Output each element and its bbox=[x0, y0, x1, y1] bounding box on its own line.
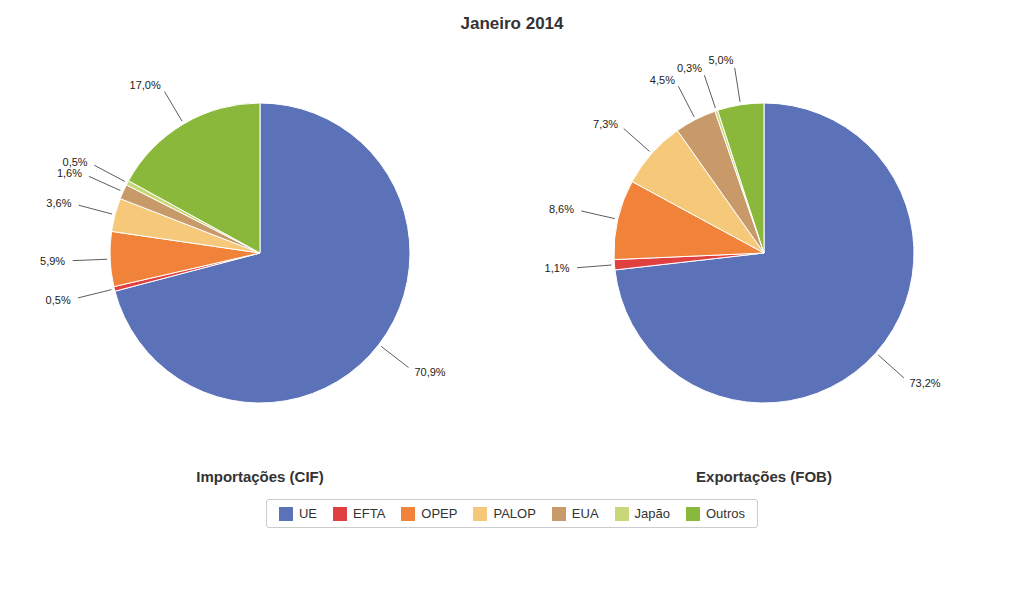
html-text:UE: UE bbox=[299, 506, 317, 521]
html-text:PALOP: PALOP bbox=[493, 506, 536, 521]
svg-text:5,0%: 5,0% bbox=[708, 54, 733, 66]
html-text:Importações (CIF): Importações (CIF) bbox=[196, 468, 324, 485]
svg-text:0,5%: 0,5% bbox=[46, 294, 71, 306]
svg-text:17,0%: 17,0% bbox=[130, 79, 161, 91]
html-text:EFTA: EFTA bbox=[353, 506, 386, 521]
svg-text:5,9%: 5,9% bbox=[40, 255, 65, 267]
html-text:Outros: Outros bbox=[706, 506, 745, 521]
svg-text:1,1%: 1,1% bbox=[545, 262, 570, 274]
svg-text:1,6%: 1,6% bbox=[57, 167, 82, 179]
svg-text:8,6%: 8,6% bbox=[549, 203, 574, 215]
html-text:Exportações (FOB): Exportações (FOB) bbox=[696, 468, 832, 485]
svg-text:73,2%: 73,2% bbox=[909, 377, 940, 389]
svg-text:0,3%: 0,3% bbox=[677, 62, 702, 74]
html-text:Japão: Japão bbox=[634, 506, 670, 521]
svg-text:70,9%: 70,9% bbox=[414, 366, 445, 378]
svg-text:3,6%: 3,6% bbox=[46, 197, 71, 209]
svg-text:4,5%: 4,5% bbox=[650, 74, 675, 86]
html-text:OPEP: OPEP bbox=[421, 506, 458, 521]
svg-text:7,3%: 7,3% bbox=[593, 118, 618, 130]
html-text:EUA: EUA bbox=[571, 506, 599, 521]
html-text:Janeiro 2014: Janeiro 2014 bbox=[460, 14, 564, 33]
svg-text:0,5%: 0,5% bbox=[63, 156, 88, 168]
